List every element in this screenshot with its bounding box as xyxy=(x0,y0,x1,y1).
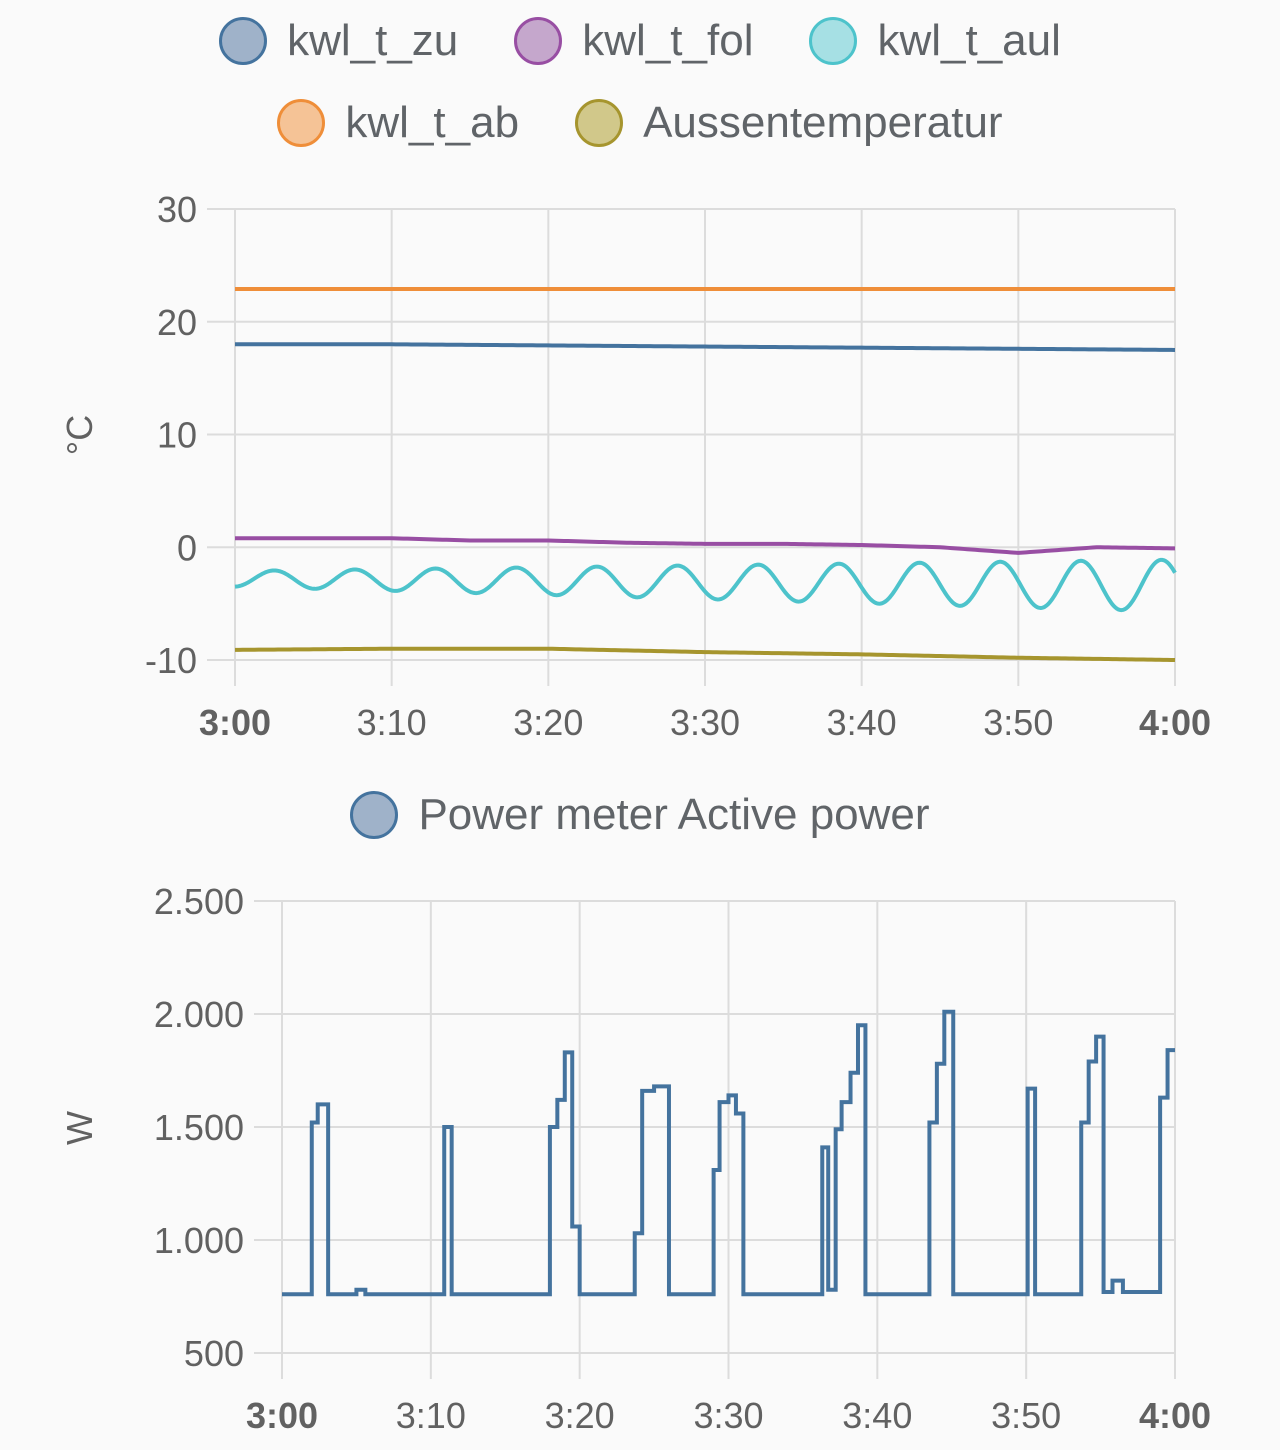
x-tick-label: 4:00 xyxy=(1139,1395,1211,1436)
x-tick-label: 3:40 xyxy=(827,702,897,743)
legend-label: kwl_t_aul xyxy=(877,16,1061,65)
y-tick-label: 10 xyxy=(157,415,197,456)
legend-item-kwl-t-zu[interactable]: kwl_t_zu xyxy=(219,16,458,66)
legend-item-kwl-t-ab[interactable]: kwl_t_ab xyxy=(277,98,519,148)
x-tick-label: 3:00 xyxy=(246,1395,318,1436)
y-tick-label: 500 xyxy=(184,1333,244,1374)
legend-item-power-meter-active-power[interactable]: Power meter Active power xyxy=(350,790,930,840)
legend-swatch-icon xyxy=(350,791,399,839)
temperature-legend-row-1: kwl_t_zu kwl_t_fol kwl_t_aul xyxy=(0,16,1280,66)
legend-swatch-icon xyxy=(575,99,624,147)
power-chart: Power meter Active power 2.500 2.000 1.500… xyxy=(0,770,1280,1450)
x-tick-label: 4:00 xyxy=(1139,702,1211,743)
legend-item-kwl-t-aul[interactable]: kwl_t_aul xyxy=(809,16,1061,66)
y-tick-label: 0 xyxy=(177,527,197,568)
x-tick-label: 3:50 xyxy=(991,1395,1061,1436)
gridlines xyxy=(254,900,1176,1379)
legend-swatch-icon xyxy=(277,99,326,147)
temperature-plot: 30 20 10 0 -103:00 3:10 3:20 3:30 3:40 3:50 4:00 °C xyxy=(59,189,1211,743)
y-tick-label: 2.000 xyxy=(154,994,244,1035)
x-tick-label: 3:10 xyxy=(357,702,427,743)
x-tick-label: 3:10 xyxy=(396,1395,466,1436)
y-tick-label: 20 xyxy=(157,302,197,343)
x-tick-label: 3:30 xyxy=(693,1395,763,1436)
legend-swatch-icon xyxy=(809,17,858,65)
y-tick-label: 30 xyxy=(157,189,197,230)
legend-label: kwl_t_zu xyxy=(287,16,459,65)
x-tick-label: 3:20 xyxy=(545,1395,615,1436)
legend-swatch-icon xyxy=(219,17,268,65)
series-line-kwl-t-aul[interactable] xyxy=(234,557,1177,613)
x-tick-label: 3:50 xyxy=(983,702,1053,743)
power-legend-row: Power meter Active power xyxy=(0,790,1280,840)
x-tick-label: 3:20 xyxy=(513,702,583,743)
x-tick-label: 3:00 xyxy=(199,702,271,743)
x-tick-label: 3:40 xyxy=(842,1395,912,1436)
series-line-kwl-t-zu[interactable] xyxy=(235,342,1176,352)
legend-item-kwl-t-fol[interactable]: kwl_t_fol xyxy=(514,16,753,66)
series-line-aussentemperatur[interactable] xyxy=(234,646,1176,662)
y-tick-label: 1.000 xyxy=(154,1220,244,1261)
gridlines xyxy=(207,208,1176,686)
legend-label: Power meter Active power xyxy=(418,790,930,839)
y-tick-label: 2.500 xyxy=(154,881,244,922)
legend-label: kwl_t_fol xyxy=(582,16,754,65)
series-line-kwl-t-fol[interactable] xyxy=(235,536,1176,555)
y-tick-label: 1.500 xyxy=(154,1107,244,1148)
y-axis-title: W xyxy=(59,1111,100,1145)
legend-label: kwl_t_ab xyxy=(345,98,520,147)
x-tick-label: 3:30 xyxy=(670,702,740,743)
legend-swatch-icon xyxy=(514,17,563,65)
y-axis-title: °C xyxy=(59,415,100,455)
y-tick-label: -10 xyxy=(145,640,197,681)
series-line-power-meter-active-power[interactable] xyxy=(282,1009,1175,1297)
legend-label: Aussentemperatur xyxy=(643,98,1003,147)
temperature-legend-row-2: kwl_t_ab Aussentemperatur xyxy=(0,98,1280,148)
legend-item-aussentemperatur[interactable]: Aussentemperatur xyxy=(575,98,1003,148)
temperature-chart: kwl_t_zu kwl_t_fol kwl_t_aul kwl_t_ab Ausse… xyxy=(0,16,1280,743)
